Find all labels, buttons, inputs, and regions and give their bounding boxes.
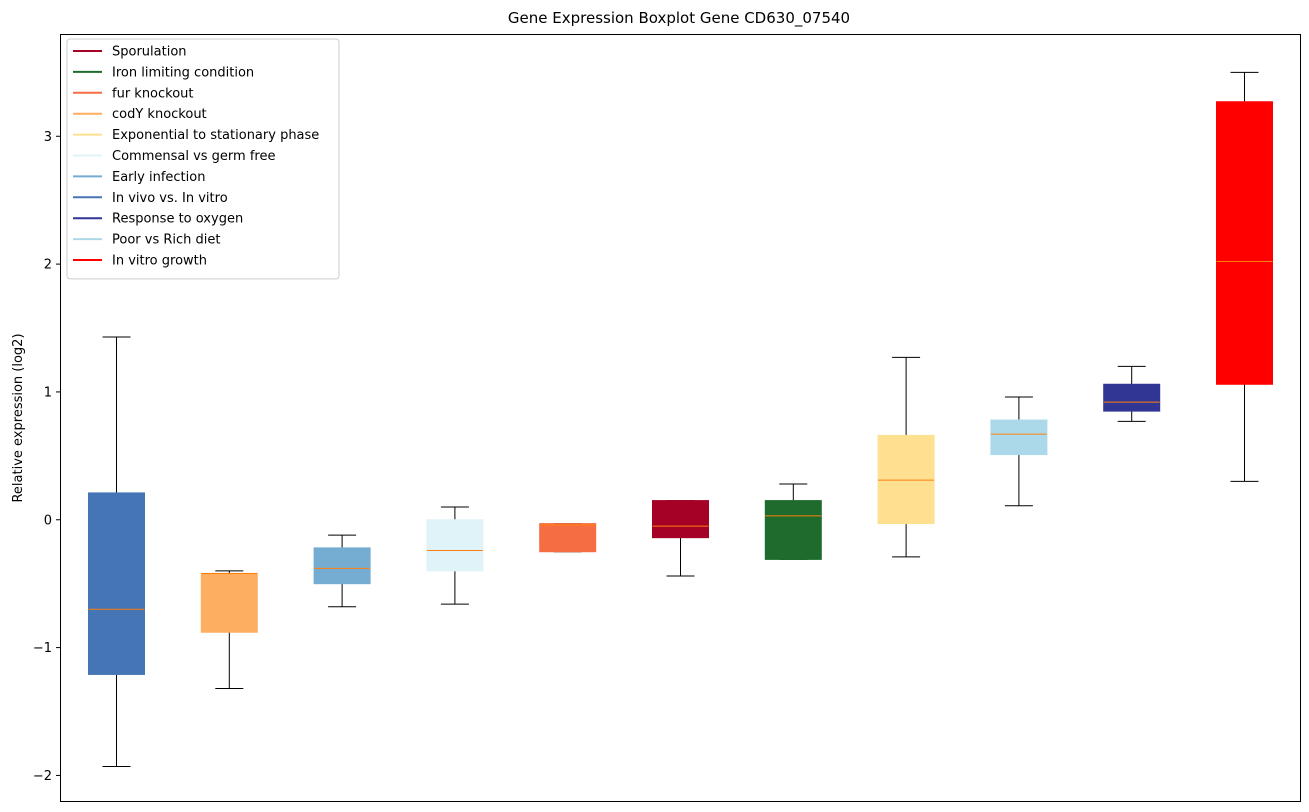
legend-entry: Early infection	[73, 170, 205, 185]
legend-entry: In vitro growth	[73, 254, 207, 269]
box-iqr	[652, 500, 709, 539]
box-iqr	[990, 419, 1048, 456]
plot-frame	[60, 34, 1301, 802]
legend-label: Exponential to stationary phase	[112, 128, 319, 143]
y-tick-label: −1	[33, 641, 52, 656]
y-tick-label: 2	[44, 258, 52, 273]
box-exponential-to-stationary-phase	[877, 356, 935, 558]
legend-entry: Exponential to stationary phase	[73, 128, 319, 143]
y-tick-label: 3	[44, 130, 52, 145]
legend-entry: In vivo vs. In vitro	[73, 191, 228, 206]
box-iqr	[313, 547, 371, 585]
legend-label: codY knockout	[112, 107, 207, 122]
legend-label: In vitro growth	[112, 254, 207, 269]
box-iqr	[88, 492, 145, 675]
legend-entry: Response to oxygen	[73, 212, 243, 227]
legend-entry: fur knockout	[73, 86, 194, 101]
legend-entry: Iron limiting condition	[73, 65, 254, 80]
y-tick-label: −2	[33, 769, 52, 784]
box-cody-knockout	[200, 570, 258, 690]
box-iqr	[426, 519, 484, 572]
box-iqr	[1103, 383, 1161, 412]
legend-label: Early infection	[112, 170, 205, 185]
legend-label: Commensal vs germ free	[112, 149, 275, 164]
legend-frame	[66, 38, 340, 280]
legend-label: Iron limiting condition	[112, 65, 254, 80]
legend-entry: Poor vs Rich diet	[73, 233, 220, 248]
legend-entry: codY knockout	[73, 107, 207, 122]
legend-label: fur knockout	[112, 86, 194, 101]
y-axis-label: Relative expression (log2)	[11, 333, 26, 502]
box-commensal-vs-germ-free	[426, 506, 484, 605]
box-fur-knockout	[539, 523, 597, 553]
box-in-vitro-growth	[1216, 71, 1273, 482]
chart-title: Gene Expression Boxplot Gene CD630_07540	[508, 9, 850, 28]
legend-entry: Commensal vs germ free	[73, 149, 275, 164]
legend-label: Response to oxygen	[112, 212, 243, 227]
box-iron-limiting-condition	[764, 483, 822, 560]
box-iqr	[764, 500, 822, 560]
box-iqr	[539, 523, 597, 553]
box-response-to-oxygen	[1103, 365, 1161, 422]
box-sporulation	[652, 500, 709, 577]
legend-label: Poor vs Rich diet	[112, 233, 220, 248]
box-early-infection	[313, 534, 371, 608]
legend-entry: Sporulation	[73, 45, 187, 60]
box-iqr	[200, 572, 258, 633]
y-tick-label: 1	[44, 385, 52, 400]
box-poor-vs-rich-diet	[990, 396, 1048, 507]
box-iqr	[1216, 101, 1273, 385]
legend-label: In vivo vs. In vitro	[112, 191, 228, 206]
legend-label: Sporulation	[112, 45, 187, 60]
box-in-vivo-vs-in-vitro	[88, 336, 145, 767]
y-tick-label: 0	[44, 513, 52, 528]
plot-area	[88, 71, 1273, 767]
box-iqr	[877, 434, 935, 525]
y-axis: −2 −1 0 1 2 3	[33, 130, 60, 784]
legend: Sporulation Iron limiting condition fur kn…	[66, 38, 340, 280]
